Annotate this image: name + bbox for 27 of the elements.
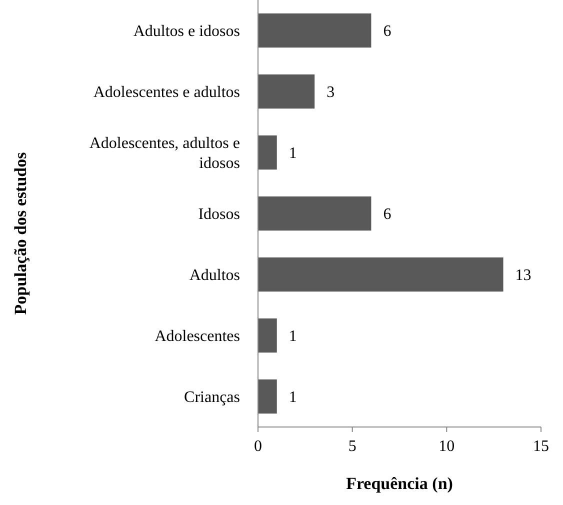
bar (258, 379, 277, 414)
y-tick-label: Adolescentes (154, 328, 240, 346)
data-label: 6 (383, 23, 392, 40)
bar (258, 74, 315, 109)
x-tick-label: 15 (533, 438, 549, 455)
x-tick-label: 0 (254, 438, 262, 455)
bar (258, 13, 372, 48)
bar (258, 257, 504, 292)
data-label: 6 (383, 206, 392, 224)
x-axis-title: Frequência (n) (346, 474, 453, 493)
bar (258, 196, 372, 231)
y-tick-label: Crianças (184, 389, 240, 406)
y-tick-label: Adultos (189, 267, 240, 284)
x-tick-label: 10 (438, 438, 455, 455)
data-label: 3 (326, 84, 335, 102)
data-label: 1 (288, 389, 297, 406)
x-tick-label: 5 (348, 438, 356, 455)
data-label: 13 (515, 267, 532, 284)
y-axis-title: População dos estudos (11, 152, 30, 315)
data-label: 1 (288, 328, 297, 346)
y-tick-label: Adultos e idosos (133, 23, 240, 40)
data-label: 1 (288, 145, 297, 162)
bar (258, 318, 277, 353)
y-tick-label: Idosos (198, 206, 240, 224)
y-tick-label: Adolescentes, adultos e idosos (89, 135, 240, 172)
bar (258, 135, 277, 170)
y-tick-label: Adolescentes e adultos (93, 84, 240, 102)
